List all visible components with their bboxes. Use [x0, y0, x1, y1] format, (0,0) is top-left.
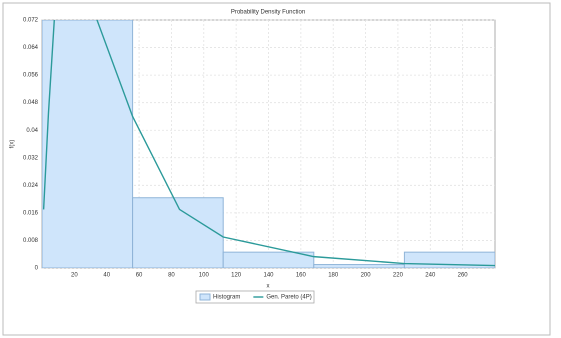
plot-layer — [42, 20, 495, 268]
x-tick-label: 220 — [393, 273, 404, 279]
y-tick-label: 0.008 — [23, 238, 39, 244]
bar — [313, 264, 405, 268]
x-tick-label: 20 — [71, 273, 78, 279]
y-tick-label: 0.048 — [23, 100, 39, 106]
x-axis-label: x — [267, 284, 270, 290]
y-tick-label: 0.032 — [23, 155, 39, 161]
legend-label: Histogram — [213, 295, 240, 301]
y-tick-label: 0 — [35, 266, 39, 272]
y-tick-label: 0.056 — [23, 73, 39, 79]
x-tick-label: 60 — [136, 273, 143, 279]
x-tick-label: 240 — [425, 273, 436, 279]
fit-curve — [42, 20, 495, 267]
legend: Histogram Gen. Pareto (4P) — [195, 290, 315, 304]
y-axis-label: f(x) — [10, 140, 16, 149]
y-tick-label: 0.024 — [23, 183, 39, 189]
x-tick-label: 120 — [231, 273, 242, 279]
x-tick-label: 80 — [168, 273, 175, 279]
x-tick-label: 180 — [328, 273, 339, 279]
legend-label: Gen. Pareto (4P) — [266, 295, 311, 301]
x-tick-label: 160 — [296, 273, 307, 279]
x-tick-label: 140 — [263, 273, 274, 279]
bar — [132, 197, 224, 268]
x-tick-label: 200 — [361, 273, 372, 279]
x-tick-label: 260 — [458, 273, 469, 279]
y-tick-label: 0.064 — [23, 45, 39, 51]
y-tick-label: 0.04 — [26, 128, 38, 134]
y-tick-label: 0.072 — [23, 18, 39, 24]
x-tick-label: 100 — [199, 273, 210, 279]
bar — [222, 251, 315, 268]
chart-title: Probability Density Function — [231, 10, 305, 16]
y-tick-label: 0.016 — [23, 210, 39, 216]
bar — [42, 20, 134, 268]
x-tick-label: 40 — [103, 273, 110, 279]
legend-swatch — [199, 293, 211, 301]
